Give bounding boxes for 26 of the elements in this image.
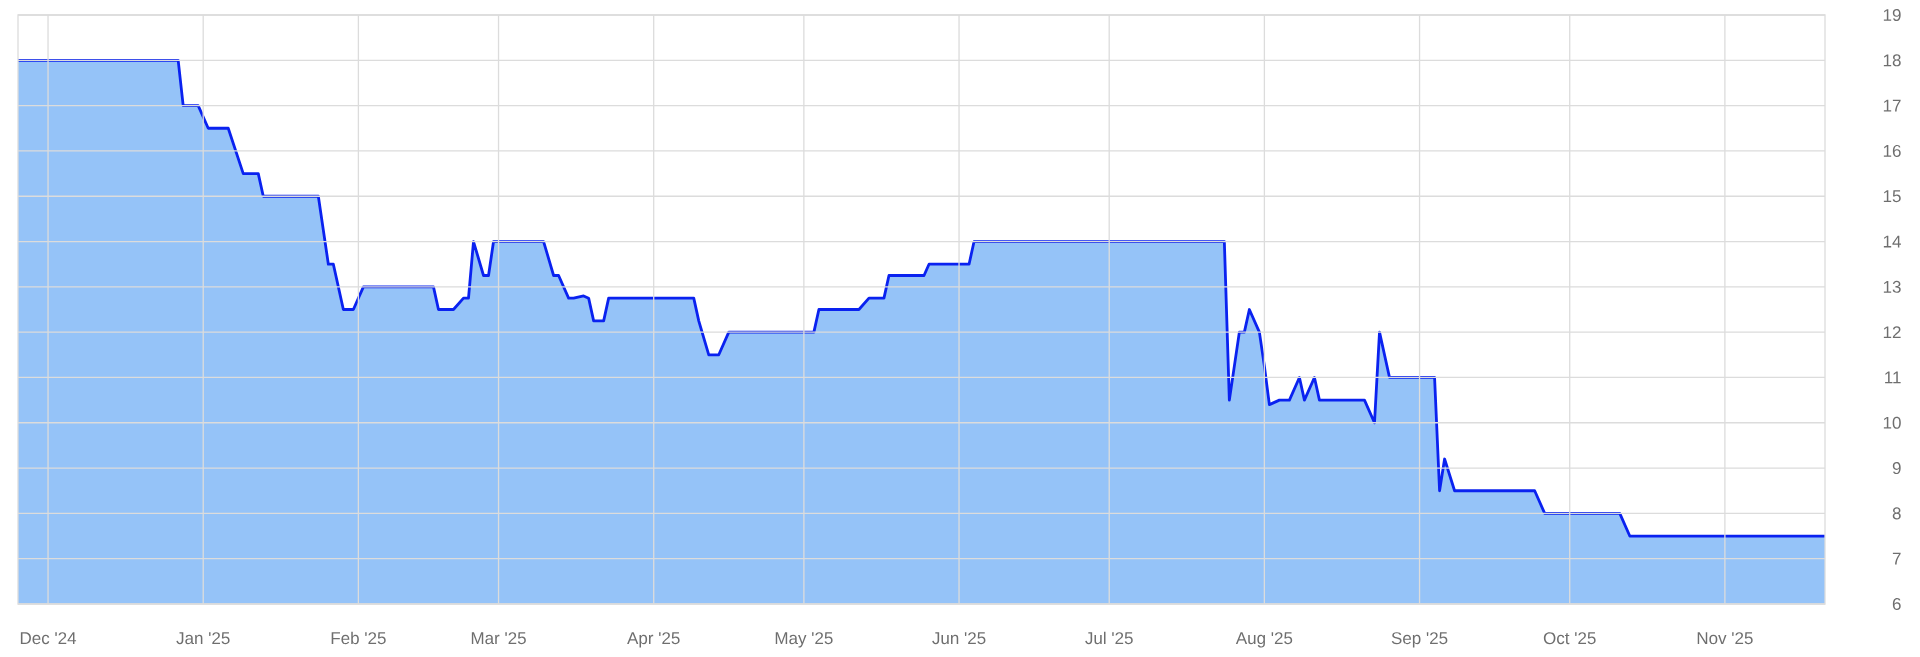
y-tick-label: 18 [1883,54,1901,67]
x-tick-label: Jun '25 [932,632,986,645]
x-tick-label: Jul '25 [1085,631,1133,645]
y-tick-label: 14 [1883,235,1901,248]
y-tick-label: 8 [1892,507,1901,520]
x-tick-label: Apr '25 [627,632,680,648]
x-tick-label: Nov '25 [1697,632,1753,645]
y-tick-label: 10 [1883,416,1901,429]
y-tick-label: 7 [1892,552,1901,565]
x-tick-label: Feb '25 [331,631,386,645]
x-tick-label: Sep '25 [1391,632,1448,648]
x-tick-label: May '25 [775,632,833,648]
y-tick-label: 12 [1883,326,1901,339]
y-tick-label: 15 [1883,190,1901,203]
x-tick-label: Dec '24 [20,632,77,645]
x-tick-label: Jan '25 [176,632,230,645]
y-tick-label: 16 [1883,144,1901,157]
x-tick-label: Oct '25 [1543,632,1596,645]
x-tick-label: Aug '25 [1235,632,1293,648]
y-tick-label: 6 [1892,597,1901,611]
y-tick-label: 9 [1892,462,1901,475]
y-tick-label: 19 [1883,8,1901,22]
y-tick-label: 17 [1883,99,1901,112]
x-tick-label: Mar '25 [471,632,526,645]
y-tick-label: 13 [1883,280,1901,293]
y-tick-label: 11 [1885,371,1901,384]
